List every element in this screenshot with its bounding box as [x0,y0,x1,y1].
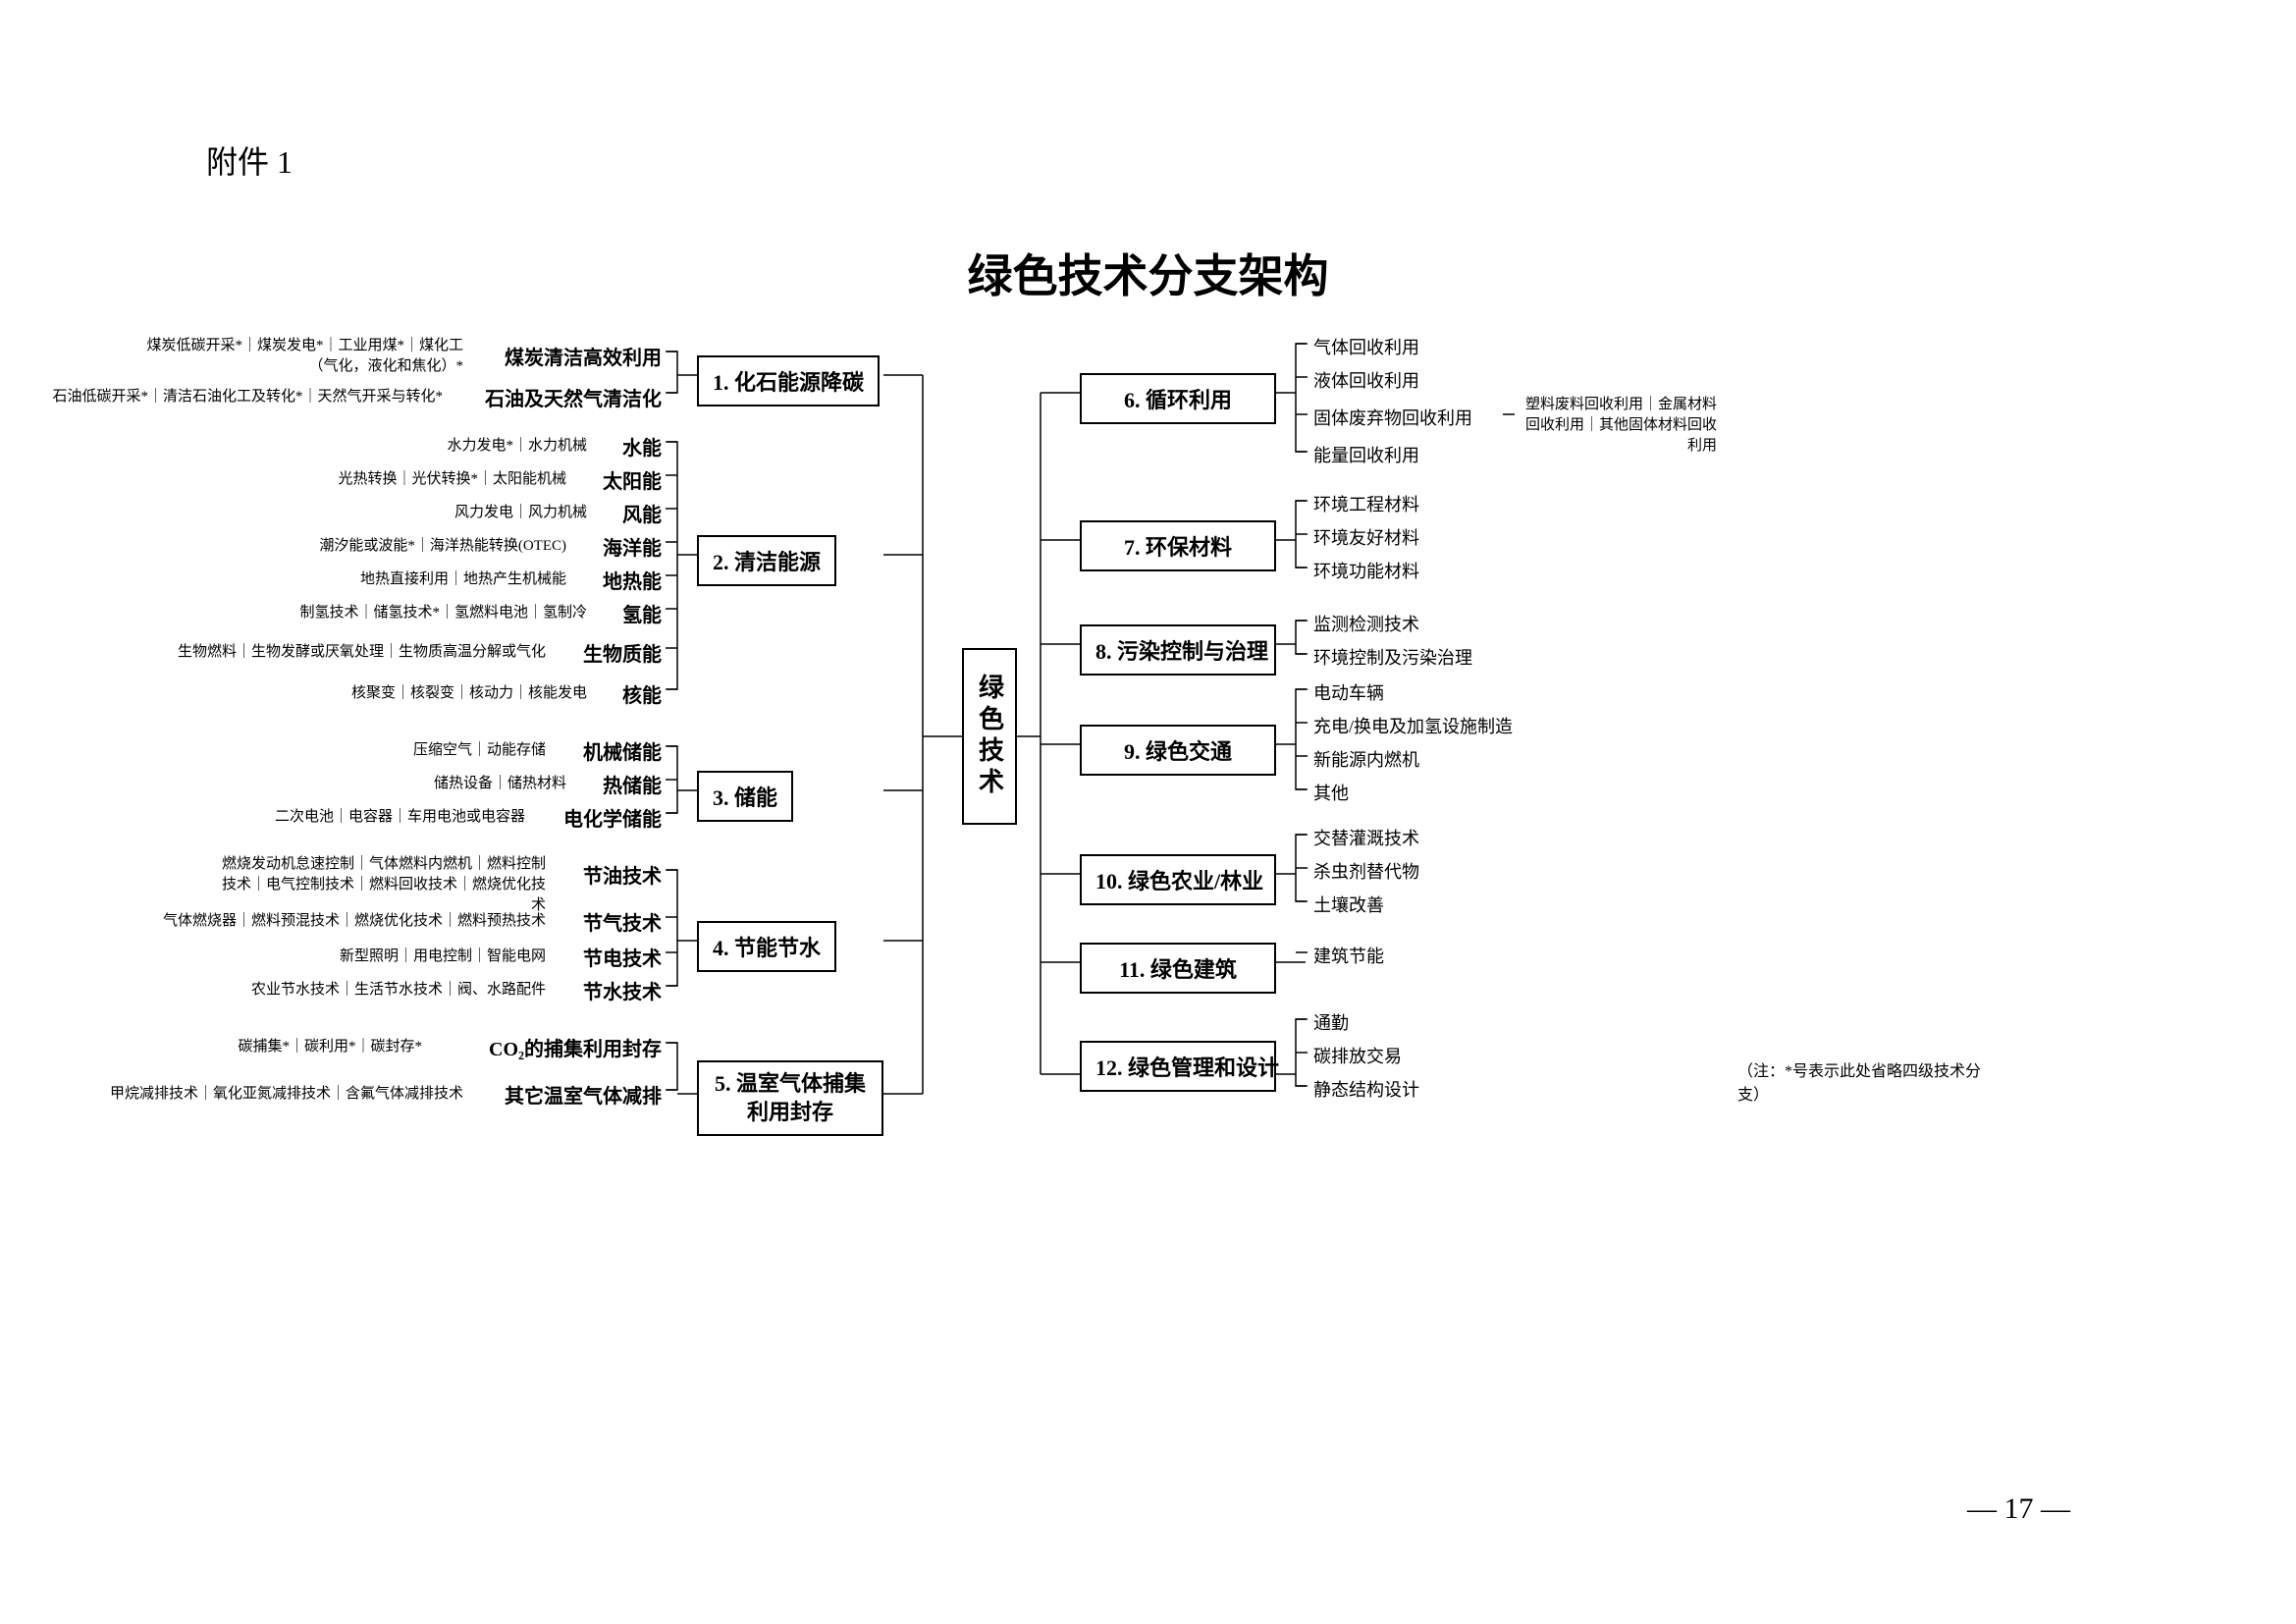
left-sub-3-1: 节气技术 [583,907,662,936]
left-sub-4-1: 其它温室气体减排 [505,1080,662,1109]
page-title: 绿色技术分支架构 [968,241,1329,305]
left-cat-3: 4. 节能节水 [697,921,836,972]
left-cat-1: 2. 清洁能源 [697,535,836,586]
left-detail-2-1: 储热设备｜储热材料 [434,772,566,792]
right-sub-2-0: 监测检测技术 [1313,611,1419,636]
left-sub-3-2: 节电技术 [583,943,662,971]
left-detail-3-0: 燃烧发动机怠速控制｜气体燃料内燃机｜燃料控制技术｜电气控制技术｜燃料回收技术｜燃… [222,854,546,916]
right-cat-4: 10. 绿色农业/林业 [1080,854,1276,905]
left-sub-1-5: 氢能 [622,599,662,627]
left-detail-2-2: 二次电池｜电容器｜车用电池或电容器 [275,805,525,826]
right-cat-2: 8. 污染控制与治理 [1080,624,1276,676]
left-detail-4-0: 碳捕集*｜碳利用*｜碳封存* [238,1035,422,1056]
left-sub-4-0: CO₂的捕集利用封存 [489,1033,662,1061]
left-sub-0-0: 煤炭清洁高效利用 [505,342,662,370]
right-sub-2-1: 环境控制及污染治理 [1313,644,1472,670]
right-sub-5-0: 建筑节能 [1313,943,1384,968]
right-cat-0: 6. 循环利用 [1080,373,1276,424]
left-cat-4: 5. 温室气体捕集利用封存 [697,1060,883,1136]
right-sub-4-1: 杀虫剂替代物 [1313,858,1419,884]
left-detail-1-4: 地热直接利用｜地热产生机械能 [360,568,566,588]
left-sub-3-0: 节油技术 [583,860,662,889]
right-sub-1-0: 环境工程材料 [1313,491,1419,516]
left-cat-2: 3. 储能 [697,771,793,822]
right-sub-3-2: 新能源内燃机 [1313,746,1419,772]
left-sub-1-7: 核能 [622,679,662,708]
left-detail-1-0: 水力发电*｜水力机械 [447,434,587,455]
left-cat-0: 1. 化石能源降碳 [697,355,880,406]
right-sub-0-1: 液体回收利用 [1313,367,1419,393]
left-detail-0-0: 煤炭低碳开采*｜煤炭发电*｜工业用煤*｜煤化工（气化，液化和焦化）* [139,336,463,377]
left-detail-4-1: 甲烷减排技术｜氧化亚氮减排技术｜含氟气体减排技术 [110,1082,463,1103]
left-sub-2-0: 机械储能 [583,736,662,765]
footnote: （注：*号表示此处省略四级技术分支） [1737,1060,1983,1108]
right-sub-4-2: 土壤改善 [1313,892,1384,917]
left-detail-1-3: 潮汐能或波能*｜海洋热能转换(OTEC) [319,534,566,555]
left-detail-3-3: 农业节水技术｜生活节水技术｜阀、水路配件 [251,978,546,999]
left-detail-0-1: 石油低碳开采*｜清洁石油化工及转化*｜天然气开采与转化* [52,385,443,406]
appendix-label: 附件 1 [206,137,293,183]
left-sub-1-2: 风能 [622,499,662,527]
right-sub-3-3: 其他 [1313,780,1349,805]
right-sub-3-0: 电动车辆 [1313,679,1384,705]
right-cat-5: 11. 绿色建筑 [1080,943,1276,994]
right-sub-6-1: 碳排放交易 [1313,1043,1402,1068]
left-detail-1-7: 核聚变｜核裂变｜核动力｜核能发电 [351,681,587,702]
right-cat-6: 12. 绿色管理和设计 [1080,1041,1276,1092]
left-sub-1-0: 水能 [622,432,662,460]
right-sub-4-0: 交替灌溉技术 [1313,825,1419,850]
left-sub-2-1: 热储能 [603,770,662,798]
right-sub-6-0: 通勤 [1313,1009,1349,1035]
left-sub-0-1: 石油及天然气清洁化 [485,383,662,411]
left-sub-3-3: 节水技术 [583,976,662,1004]
left-detail-2-0: 压缩空气｜动能存储 [413,738,546,759]
right-sub-0-0: 气体回收利用 [1313,334,1419,359]
left-detail-3-1: 气体燃烧器｜燃料预混技术｜燃烧优化技术｜燃料预热技术 [163,909,546,930]
right-sub-3-1: 充电/换电及加氢设施制造 [1313,713,1513,738]
right-cat-1: 7. 环保材料 [1080,520,1276,571]
right-sub-6-2: 静态结构设计 [1313,1076,1419,1102]
left-sub-1-4: 地热能 [603,566,662,594]
left-detail-1-6: 生物燃料｜生物发酵或厌氧处理｜生物质高温分解或气化 [178,640,546,661]
diagram-container: 绿色技术 1. 化石能源降碳煤炭清洁高效利用煤炭低碳开采*｜煤炭发电*｜工业用煤… [275,334,2042,1149]
left-detail-1-1: 光热转换｜光伏转换*｜太阳能机械 [338,467,566,488]
right-sub-1-2: 环境功能材料 [1313,558,1419,583]
right-detail-0-2: 塑料废料回收利用｜金属材料回收利用｜其他固体材料回收利用 [1521,395,1717,457]
left-sub-2-2: 电化学储能 [563,803,662,832]
right-cat-3: 9. 绿色交通 [1080,725,1276,776]
left-sub-1-1: 太阳能 [603,465,662,494]
center-node: 绿色技术 [962,648,1017,825]
left-sub-1-6: 生物质能 [583,638,662,667]
right-sub-0-3: 能量回收利用 [1313,442,1419,467]
left-sub-1-3: 海洋能 [603,532,662,561]
right-sub-1-1: 环境友好材料 [1313,524,1419,550]
page-number: — 17 — [1967,1492,2070,1526]
left-detail-1-5: 制氢技术｜储氢技术*｜氢燃料电池｜氢制冷 [299,601,587,622]
right-sub-0-2: 固体废弃物回收利用 [1313,405,1472,430]
left-detail-1-2: 风力发电｜风力机械 [454,501,587,521]
left-detail-3-2: 新型照明｜用电控制｜智能电网 [340,945,546,965]
